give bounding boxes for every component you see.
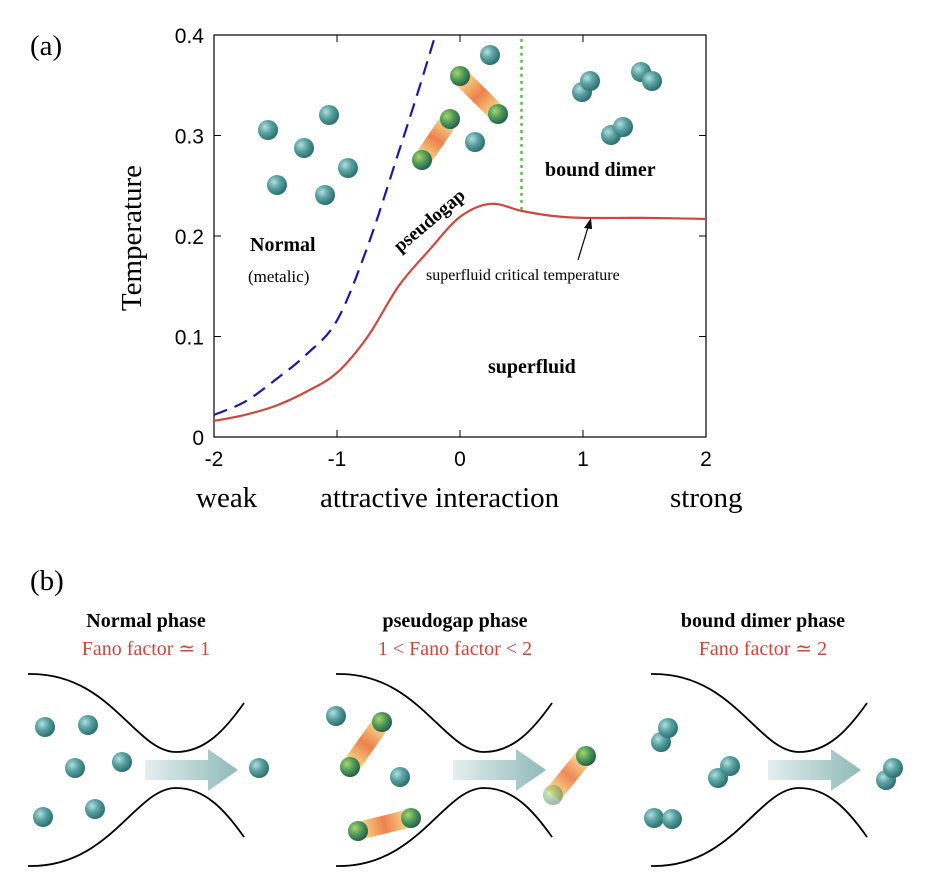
particle-icon <box>258 120 278 140</box>
particle-icon <box>315 185 335 205</box>
particle-icon <box>576 746 596 766</box>
particle-icon <box>658 718 678 738</box>
x-tick-label: -1 <box>328 448 347 471</box>
panel-b: Normal phase Fano factor ≃ 1 pseudogap pha… <box>27 610 903 867</box>
constriction-upper-wall <box>650 673 868 753</box>
particle-icon <box>249 758 269 778</box>
x-tick-label: 1 <box>577 448 589 471</box>
y-tick-label: 0.1 <box>175 327 204 350</box>
x-tick-label: 2 <box>700 448 712 471</box>
particle-icon <box>580 71 600 91</box>
axis-ticks: -2 -1 0 1 2 0 0.1 0.2 0.3 0.4 <box>175 25 712 471</box>
particle-icon <box>112 752 132 772</box>
particle-icon <box>488 104 508 124</box>
y-tick-label: 0.4 <box>175 25 205 48</box>
cooper-pair-icon <box>412 109 460 170</box>
x-tick-label: -2 <box>205 448 224 471</box>
particle-icon <box>348 821 368 841</box>
particle-icon <box>326 706 346 726</box>
bound-dimer-icon <box>601 117 633 145</box>
x-axis-label: attractive interaction <box>320 482 560 514</box>
particle-icon <box>543 785 563 805</box>
region-label-superfluid: superfluid <box>488 356 576 378</box>
particle-icon <box>440 109 460 129</box>
panel-a-label: (a) <box>30 30 62 62</box>
flow-arrow-icon <box>145 749 238 791</box>
bound-dimer-icon <box>644 808 682 829</box>
x-label-strong: strong <box>670 482 743 514</box>
particle-icon <box>33 807 53 827</box>
flow-arrow-icon <box>453 749 546 791</box>
particle-icon <box>85 799 105 819</box>
bound-dimer-icon <box>631 62 662 91</box>
particle-icon <box>401 808 421 828</box>
fano-factor-label: 1 < Fano factor < 2 <box>378 638 532 660</box>
y-tick-label: 0.2 <box>175 226 204 249</box>
cooper-pair-icon <box>340 712 392 777</box>
cooper-pair-icon <box>450 66 508 124</box>
particle-icon <box>390 767 410 787</box>
region-label-normal: Normal <box>250 234 316 256</box>
bound-dimer-icon <box>876 758 903 790</box>
phase-panel-1: pseudogap phase 1 < Fano factor < 2 <box>335 610 553 867</box>
particle-icon <box>644 808 664 828</box>
y-tick-label: 0 <box>192 427 204 450</box>
constriction-upper-wall <box>335 673 553 753</box>
bound-dimer-icon <box>651 718 678 752</box>
tc-annotation: superfluid critical temperature <box>426 267 620 284</box>
flow-arrow-icon <box>768 749 861 791</box>
x-label-weak: weak <box>196 482 258 514</box>
cooper-pair-icon <box>348 808 421 841</box>
bound-dimer-icon <box>708 756 740 788</box>
particles-panel-a <box>258 45 662 205</box>
phase-title: bound dimer phase <box>681 610 845 632</box>
phase-diagram-plot: -2 -1 0 1 2 0 0.1 0.2 0.3 0.4 <box>175 25 712 471</box>
particle-icon <box>450 66 470 86</box>
particle-icon <box>642 71 662 91</box>
particle-icon <box>338 158 358 178</box>
particle-icon <box>65 758 85 778</box>
y-tick-label: 0.3 <box>175 126 204 149</box>
particle-icon <box>412 150 432 170</box>
series-line-superfluid-critical-temperature <box>213 202 707 422</box>
cooper-pair-icon <box>543 746 596 805</box>
phase-panel-2: bound dimer phase Fano factor ≃ 2 <box>650 610 868 867</box>
particle-icon <box>465 132 485 152</box>
constriction-lower-wall <box>27 787 245 867</box>
particle-icon <box>340 757 360 777</box>
particle-icon <box>480 45 500 65</box>
phase-title: pseudogap phase <box>382 610 527 632</box>
series-line-pseudogap-crossover <box>213 34 437 416</box>
particle-icon <box>662 809 682 829</box>
region-label-pseudogap: pseudogap <box>390 185 470 257</box>
y-axis-label: Temperature <box>116 165 148 311</box>
panel-b-label: (b) <box>30 565 64 597</box>
fano-factor-label: Fano factor ≃ 1 <box>82 638 210 660</box>
particle-icon <box>319 105 339 125</box>
annotation-arrow-icon <box>577 218 592 261</box>
phase-title: Normal phase <box>86 610 206 632</box>
phase-panel-0: Normal phase Fano factor ≃ 1 <box>27 610 245 867</box>
particle-icon <box>78 715 98 735</box>
region-label-metalic: (metalic) <box>248 267 309 286</box>
x-tick-label: 0 <box>454 448 466 471</box>
particle-icon <box>35 717 55 737</box>
particle-icon <box>267 175 287 195</box>
constriction-lower-wall <box>650 787 868 867</box>
fano-factor-label: Fano factor ≃ 2 <box>699 638 827 660</box>
region-label-bound-dimer: bound dimer <box>545 159 656 181</box>
particle-icon <box>613 117 633 137</box>
particle-icon <box>720 756 740 776</box>
constriction-lower-wall <box>335 787 553 867</box>
series-group <box>213 34 707 422</box>
particle-icon <box>372 712 392 732</box>
particle-icon <box>883 758 903 778</box>
particle-icon <box>294 138 314 158</box>
bound-dimer-icon <box>572 71 600 102</box>
constriction-upper-wall <box>27 673 245 753</box>
